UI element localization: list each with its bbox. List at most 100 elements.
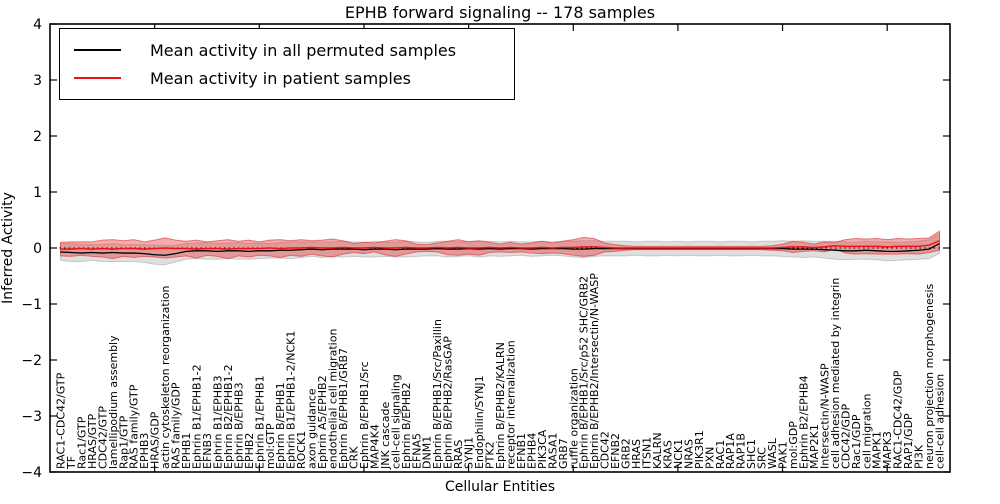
x-tick-label: Ephrin B/EPHB1/Src/p52 SHC/GRB2 [578,276,591,469]
y-axis-label: Inferred Activity [0,192,16,304]
x-tick-label: lamellipodium assembly [107,335,120,469]
x-tick-label: RAP1B [735,433,748,469]
y-tick-label: 0 [33,241,42,257]
y-tick-label: 4 [33,17,42,33]
x-tick-label: CRK [347,446,360,469]
x-tick-label: Ephrin B2/EPHB1-2 [222,364,235,469]
x-tick-label: HRAS/GTP [86,413,99,469]
x-tick-label: CDC42/GTP [96,406,109,469]
x-tick-label: RASA1 [546,433,559,469]
y-tick-label: −2 [21,353,42,369]
patient-line-swatch [74,77,121,79]
x-tick-label: Ephrin B/EPHB1/Src [358,361,371,469]
x-tick-label: EPHB1 [180,433,193,469]
permuted-mean-line [60,242,940,256]
x-tick-label: SHC1 [745,439,758,469]
x-tick-label: cell-cell signaling [389,374,402,469]
x-tick-label: SRC [756,447,769,469]
x-tick-label: CDC42 [599,431,612,469]
patient-mean-line [60,240,940,250]
x-tick-label: RAP1A [724,433,737,469]
y-tick-label: −3 [21,409,42,425]
y-tick-label: 3 [33,73,42,89]
x-tick-label: PIK3CA [536,429,549,469]
chart-title: EPHB forward signaling -- 178 samples [344,3,656,22]
x-tick-label: cell-cell adhesion [934,374,947,469]
x-tick-label: KRAS [661,440,674,469]
legend-label-permuted: Mean activity in all permuted samples [150,40,457,60]
y-tick-label: 2 [33,129,42,145]
x-tick-label: SYNJ1 [463,437,476,469]
x-tick-label: HRAS [630,439,643,469]
x-tick-label: WASL [766,437,779,469]
x-tick-label: KALRN [651,432,664,469]
x-tick-label: Endophilin/SYNJ1 [473,375,486,469]
x-tick-label: MAPK3 [881,431,894,469]
x-tick-label: GRB2 [620,438,633,469]
y-tick-label: 1 [33,185,42,201]
y-tick-label: −1 [21,297,42,313]
x-tick-label: mol:GDP [787,421,800,469]
x-tick-label: TF [65,456,78,470]
x-tick-label: PTK2 [484,441,497,469]
x-tick-label: RAS family/GTP [128,384,141,469]
x-tick-label: EFNB1 [515,433,528,469]
x-axis-label: Cellular Entities [444,479,556,495]
x-tick-label: EPHB3 [138,433,151,469]
x-tick-label: Ephrin B/EPHB2/RasGAP [442,336,455,469]
x-tick-label: Ephrin A5/EPHB2 [316,375,329,469]
x-tick-label: actin cytoskeleton reorganization [159,285,172,469]
x-tick-label: EFNA5 [410,433,423,469]
x-tick-label: RAC1-CDC42/GTP [54,372,67,469]
x-tick-label: Intersectin/N-WASP [818,363,831,469]
legend-item-permuted: Mean activity in all permuted samples [74,36,504,64]
patient-std-band [59,230,941,260]
x-tick-label: EFNB2 [609,433,622,469]
x-tick-label: Ephrin B/EPHB2/KALRN [494,342,507,469]
x-tick-label: Ephrin B/EPHB2/Intersectin/N-WASP [588,273,601,469]
x-tick-label: RRAS [452,440,465,469]
x-tick-label: EPHB2 [243,433,256,469]
x-tick-label: NRAS [682,439,695,469]
x-tick-label: Ephrin B1/EPHB3 [211,375,224,469]
x-tick-label: ROCK1 [295,431,308,469]
x-tick-label: Ephrin B/EPHB1 [274,382,287,469]
legend: Mean activity in all permuted samples Me… [59,28,515,100]
x-tick-label: Rap1/GTP [117,415,130,469]
x-tick-label: JNK cascade [379,402,392,470]
x-tick-label: EFNB3 [201,433,214,469]
x-tick-label: Ephrin B/EPHB1/GRB7 [337,348,350,469]
legend-label-patient: Mean activity in patient samples [150,68,411,88]
x-tick-label: PAK1 [777,441,790,469]
x-tick-label: EPHB4 [525,433,538,469]
x-tick-label: HRAS/GDP [149,411,162,469]
x-tick-label: Ephrin B/EPHB1/Src/Paxillin [431,319,444,469]
x-tick-label: GRB7 [557,438,570,469]
x-tick-label: cell adhesion mediated by integrin [829,278,842,469]
x-tick-label: DNM1 [421,436,434,469]
x-tick-label: ITSN1 [641,437,654,469]
x-tick-label: CDC42/GDP [839,403,852,469]
x-tick-label: RAP1/GDP [902,413,915,469]
x-tick-label: axon guidance [306,388,319,469]
x-tick-label: MAPK1 [871,431,884,469]
x-tick-label: mol:GTP [264,423,277,469]
x-tick-label: cell migration [860,393,873,469]
x-tick-label: Rac1/GDP [850,414,863,469]
x-tick-label: Ephrin B/EPHB3 [232,382,245,469]
x-tick-label: RAC1 [714,440,727,469]
legend-item-patient: Mean activity in patient samples [74,64,504,92]
x-tick-label: Rac1/GTP [75,416,88,469]
x-tick-label: Ephrin B1/EPHB1-2 [191,364,204,469]
x-tick-label: neuron projection morphogenesis [923,283,936,469]
x-tick-label: NCK1 [672,439,685,469]
y-tick-label: −4 [21,465,42,481]
x-tick-label: Ephrin B2/EPHB4 [797,375,810,469]
x-tick-label: endothelial cell migration [327,329,340,469]
x-tick-label: MAP4K4 [368,424,381,469]
x-tick-label: MAP2K1 [808,424,821,469]
x-tick-label: Ephrin B1/EPHB1 [253,375,266,469]
